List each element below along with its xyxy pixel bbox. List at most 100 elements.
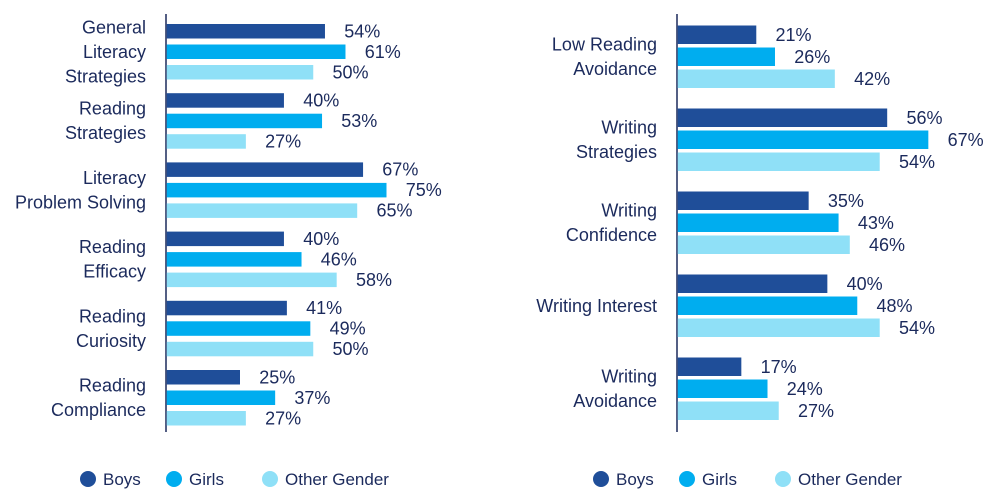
chart2-bar-girls-0 [677, 47, 775, 66]
chart1-category-label-2-1: Problem Solving [15, 192, 146, 212]
chart1-bar-boys-1 [166, 93, 284, 108]
chart1-data-label-other-2: 65% [376, 201, 412, 221]
chart2-category-label-4-1: Avoidance [573, 391, 657, 411]
chart2-bar-girls-1 [677, 130, 929, 149]
chart1-category-label-3-0: Reading [79, 237, 146, 257]
chart2-bar-other-2 [677, 235, 850, 254]
chart2-bar-boys-3 [677, 274, 828, 293]
chart1-data-label-girls-0: 61% [365, 42, 401, 62]
chart2-legend-marker-girls [679, 471, 695, 487]
chart2-data-label-other-3: 54% [899, 318, 935, 338]
chart2-legend-label-boys: Boys [616, 470, 654, 489]
chart2-data-label-boys-0: 21% [776, 25, 812, 45]
chart2-legend-label-other: Other Gender [798, 470, 902, 489]
chart1-bar-girls-4 [166, 321, 311, 336]
chart2-bar-other-3 [677, 318, 880, 337]
chart2-category-label-4-0: Writing [601, 367, 657, 387]
chart1-bar-girls-1 [166, 113, 323, 129]
chart1-legend-label-boys: Boys [103, 470, 141, 489]
chart1-category-label-0-2: Strategies [65, 66, 146, 86]
chart1-legend-label-other: Other Gender [285, 470, 389, 489]
chart1-category-label-4-1: Curiosity [76, 331, 146, 351]
chart1-legend-marker-girls [166, 471, 182, 487]
chart2-bar-boys-2 [677, 191, 809, 210]
chart1-bar-other-2 [166, 203, 358, 218]
chart1-category-label-5-0: Reading [79, 376, 146, 396]
chart1-data-label-boys-5: 25% [259, 367, 295, 387]
chart2-data-label-girls-2: 43% [858, 213, 894, 233]
chart1-legend-marker-other [262, 471, 278, 487]
chart1-bar-girls-3 [166, 252, 302, 267]
chart1-data-label-other-1: 27% [265, 131, 301, 151]
chart1-data-label-boys-0: 54% [344, 21, 380, 41]
chart1-bar-boys-5 [166, 370, 240, 385]
chart2-data-label-other-2: 46% [869, 235, 905, 255]
chart1-category-label-1-1: Strategies [65, 123, 146, 143]
chart1-category-label-5-1: Compliance [51, 400, 146, 420]
chart2-data-label-girls-4: 24% [787, 379, 823, 399]
chart2-category-label-1-1: Strategies [576, 142, 657, 162]
chart2-category-label-3-0: Writing Interest [536, 296, 657, 316]
chart1-data-label-girls-5: 37% [294, 388, 330, 408]
chart2-bar-boys-0 [677, 25, 757, 44]
chart2-bar-other-0 [677, 69, 835, 88]
chart2-legend-marker-other [775, 471, 791, 487]
chart1-bar-other-1 [166, 134, 246, 149]
chart1-category-label-3-1: Efficacy [83, 262, 146, 282]
chart1-data-label-boys-2: 67% [382, 160, 418, 180]
chart2-data-label-other-4: 27% [798, 401, 834, 421]
chart1-data-label-other-4: 50% [333, 339, 369, 359]
chart1-data-label-girls-2: 75% [406, 180, 442, 200]
chart2-data-label-boys-2: 35% [828, 191, 864, 211]
chart2-data-label-other-1: 54% [899, 152, 935, 172]
chart1-category-label-1-0: Reading [79, 99, 146, 119]
chart1-bar-boys-2 [166, 162, 364, 177]
chart2-bar-boys-4 [677, 357, 742, 376]
chart1-bar-girls-5 [166, 390, 276, 405]
chart2-category-label-1-0: Writing [601, 118, 657, 138]
chart2-data-label-girls-0: 26% [794, 47, 830, 67]
chart1-bar-other-3 [166, 272, 337, 288]
chart2-data-label-boys-3: 40% [847, 274, 883, 294]
chart1-bar-other-0 [166, 65, 314, 80]
chart1-bar-boys-0 [166, 24, 325, 39]
chart1-data-label-girls-3: 46% [321, 249, 357, 269]
chart2-bar-boys-1 [677, 108, 888, 127]
chart1-bar-boys-3 [166, 231, 284, 247]
chart1-category-label-2-0: Literacy [83, 168, 146, 188]
chart2-category-label-0-1: Avoidance [573, 59, 657, 79]
chart2-legend-label-girls: Girls [702, 470, 737, 489]
chart1-data-label-boys-3: 40% [303, 229, 339, 249]
chart2-bar-girls-4 [677, 379, 768, 398]
chart1-bar-girls-2 [166, 182, 387, 198]
chart2-data-label-girls-3: 48% [877, 296, 913, 316]
chart1-data-label-other-5: 27% [265, 408, 301, 428]
chart1-bar-other-5 [166, 411, 246, 426]
chart1-data-label-girls-1: 53% [341, 111, 377, 131]
chart2-data-label-boys-1: 56% [906, 108, 942, 128]
chart1-category-label-0-0: General [82, 17, 146, 37]
chart2-bar-other-4 [677, 401, 779, 420]
chart1-bar-other-4 [166, 341, 314, 357]
chart2-data-label-boys-4: 17% [761, 357, 797, 377]
chart1-legend-label-girls: Girls [189, 470, 224, 489]
chart1-category-label-0-1: Literacy [83, 42, 146, 62]
chart1-data-label-other-3: 58% [356, 270, 392, 290]
chart2-bar-girls-3 [677, 296, 858, 315]
chart1-bar-boys-4 [166, 300, 287, 316]
chart2-bar-girls-2 [677, 213, 839, 232]
chart1-data-label-boys-4: 41% [306, 298, 342, 318]
chart2-data-label-girls-1: 67% [948, 130, 984, 150]
chart2-category-label-0-0: Low Reading [552, 35, 657, 55]
chart1-data-label-other-0: 50% [333, 62, 369, 82]
chart1-legend-marker-boys [80, 471, 96, 487]
chart2-bar-other-1 [677, 152, 880, 171]
chart1-data-label-boys-1: 40% [303, 90, 339, 110]
chart1-category-label-4-0: Reading [79, 306, 146, 326]
chart2-data-label-other-0: 42% [854, 69, 890, 89]
chart1-bar-girls-0 [166, 44, 346, 59]
chart2-category-label-2-1: Confidence [566, 225, 657, 245]
chart2-category-label-2-0: Writing [601, 201, 657, 221]
chart2-legend-marker-boys [593, 471, 609, 487]
